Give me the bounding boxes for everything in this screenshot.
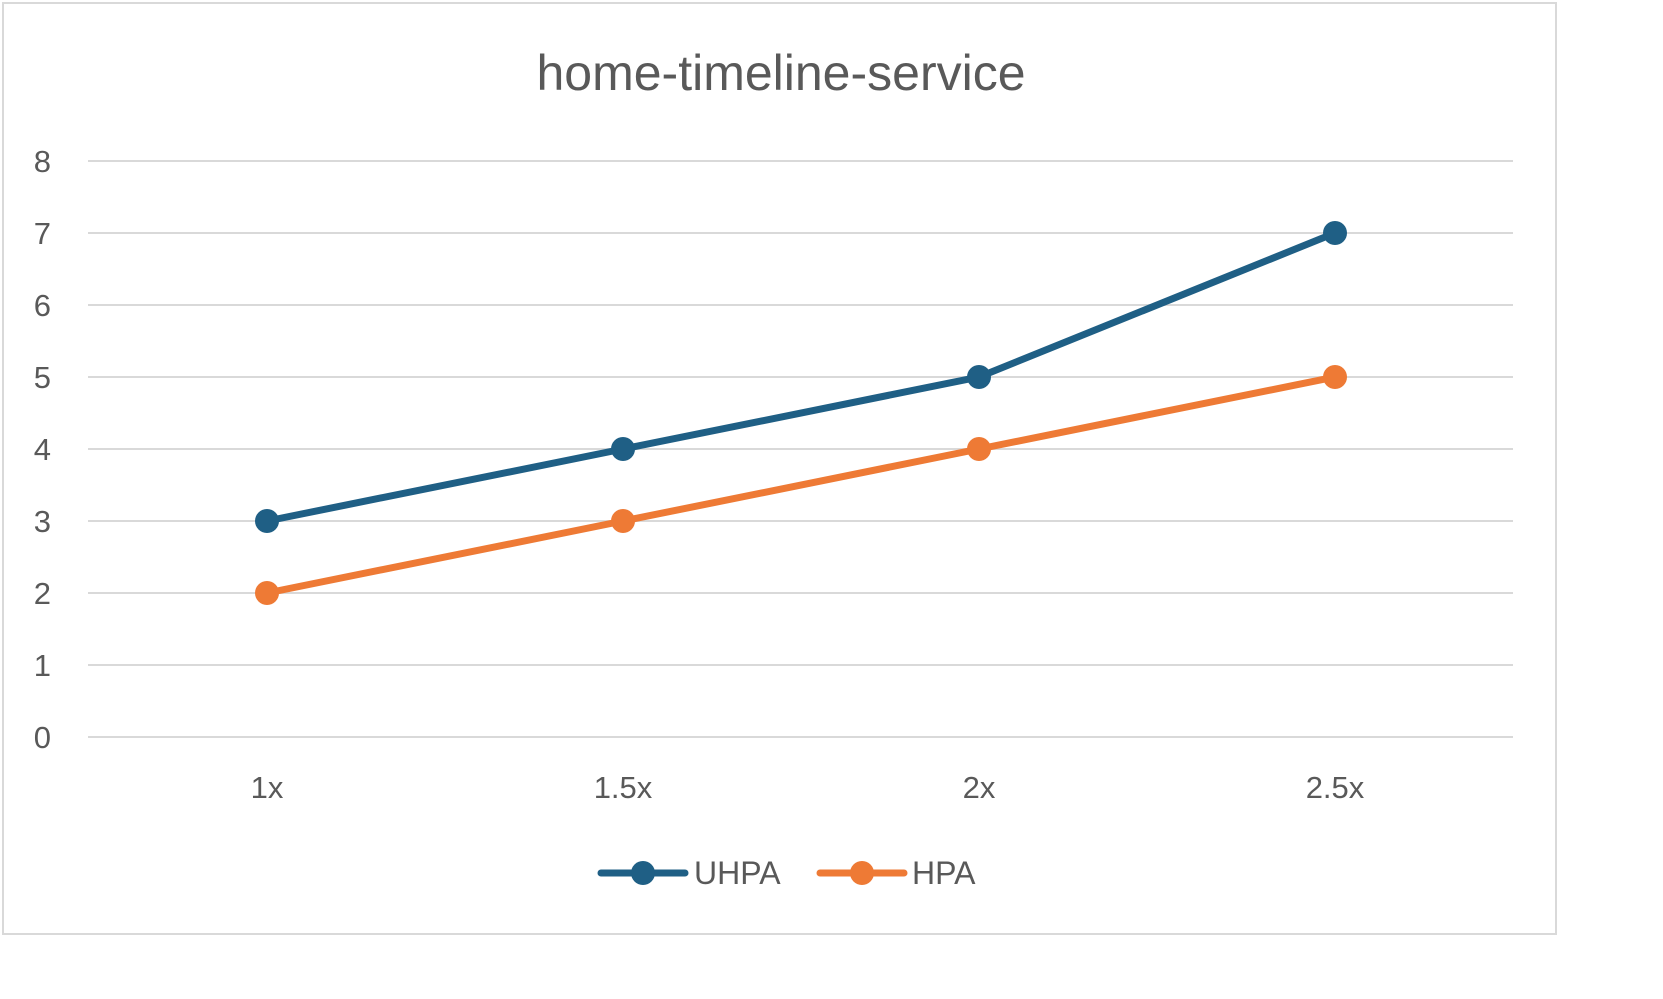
y-tick-label: 7	[34, 216, 51, 251]
legend-swatch-marker	[850, 861, 874, 885]
y-tick-label: 2	[34, 576, 51, 611]
chart-frame	[2, 2, 1557, 935]
y-tick-label: 5	[34, 360, 51, 395]
x-tick-label: 1x	[251, 770, 284, 805]
y-tick-label: 3	[34, 504, 51, 539]
y-tick-label: 8	[34, 144, 51, 179]
y-tick-label: 6	[34, 288, 51, 323]
data-point-uhpa	[1323, 221, 1347, 245]
series-line-uhpa	[263, 229, 1339, 525]
legend-label: HPA	[912, 855, 976, 891]
legend-label: UHPA	[694, 855, 781, 891]
x-tick-label: 1.5x	[594, 770, 653, 805]
data-point-hpa	[255, 581, 279, 605]
gridlines	[88, 160, 1513, 738]
chart-title: home-timeline-service	[536, 45, 1025, 101]
y-axis-ticks: 0 1 2 3 4 5 6 7 8	[34, 144, 51, 755]
y-tick-label: 1	[34, 648, 51, 683]
series-line-hpa	[263, 373, 1339, 597]
data-point-uhpa	[255, 509, 279, 533]
data-point-hpa	[611, 509, 635, 533]
data-point-uhpa	[967, 365, 991, 389]
legend-swatch-marker	[631, 861, 655, 885]
data-point-uhpa	[611, 437, 635, 461]
series-layer	[255, 221, 1347, 605]
y-tick-label: 0	[34, 720, 51, 755]
y-tick-label: 4	[34, 432, 51, 467]
legend: UHPA HPA	[597, 855, 976, 891]
data-point-hpa	[1323, 365, 1347, 389]
x-tick-label: 2x	[963, 770, 996, 805]
x-tick-label: 2.5x	[1306, 770, 1365, 805]
data-point-hpa	[967, 437, 991, 461]
x-axis-ticks: 1x 1.5x 2x 2.5x	[251, 770, 1365, 805]
